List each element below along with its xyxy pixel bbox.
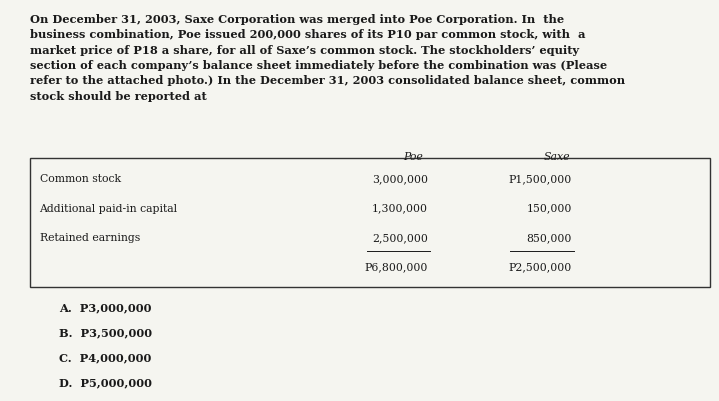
Text: 1,300,000: 1,300,000	[372, 204, 428, 214]
Text: A.  P3,000,000: A. P3,000,000	[59, 303, 152, 314]
Text: D.  P5,000,000: D. P5,000,000	[59, 377, 152, 388]
Text: Poe: Poe	[403, 152, 423, 162]
Text: Additional paid-in capital: Additional paid-in capital	[40, 204, 178, 214]
Text: 150,000: 150,000	[526, 204, 572, 214]
Text: 850,000: 850,000	[526, 233, 572, 243]
Text: 3,000,000: 3,000,000	[372, 174, 428, 184]
Text: P6,800,000: P6,800,000	[365, 262, 428, 272]
Text: 2,500,000: 2,500,000	[372, 233, 428, 243]
Text: On December 31, 2003, Saxe Corporation was merged into Poe Corporation. In  the
: On December 31, 2003, Saxe Corporation w…	[30, 14, 626, 101]
Text: Retained earnings: Retained earnings	[40, 233, 139, 243]
Text: Saxe: Saxe	[544, 152, 570, 162]
Text: Common stock: Common stock	[40, 174, 121, 184]
Bar	[30, 158, 710, 287]
Text: C.  P4,000,000: C. P4,000,000	[59, 352, 151, 363]
Text: B.  P3,500,000: B. P3,500,000	[59, 328, 152, 338]
Text: P2,500,000: P2,500,000	[508, 262, 572, 272]
Text: P1,500,000: P1,500,000	[508, 174, 572, 184]
